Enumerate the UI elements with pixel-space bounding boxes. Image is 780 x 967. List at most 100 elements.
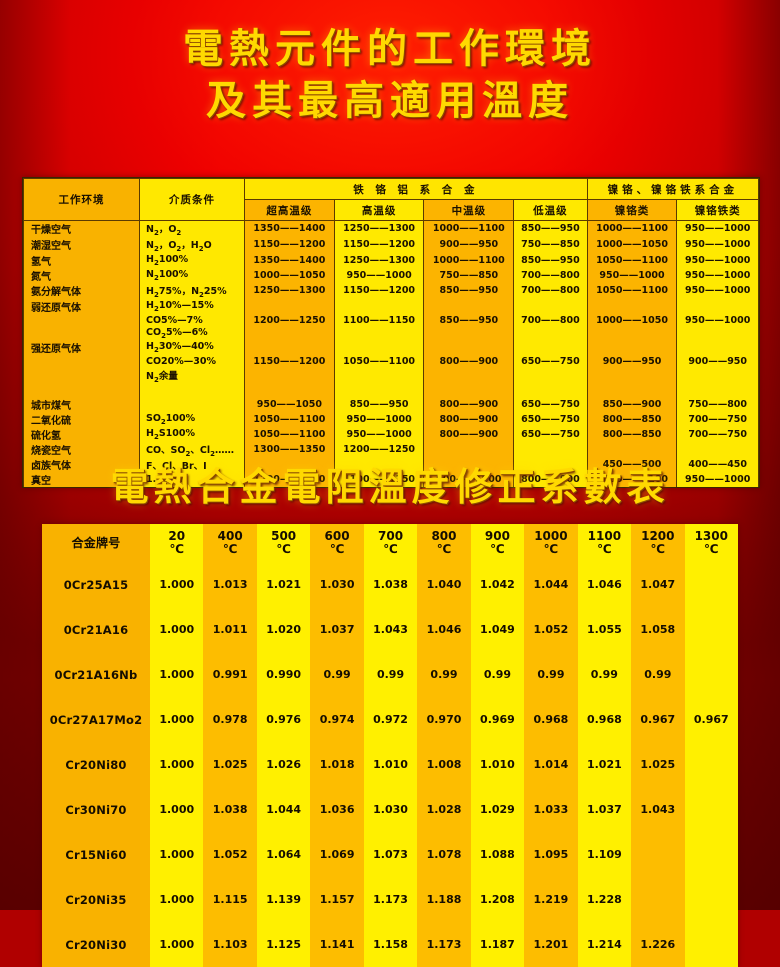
table-row: 0Cr25A15 1.000 1.013 1.021 1.030 1.038 1.040 1.… bbox=[42, 562, 738, 607]
cell-temp-range: 650——750 bbox=[513, 426, 588, 442]
table-row: 潮湿空气 N2，O2，H2O 1150——1200 1150——1200 900——95… bbox=[23, 236, 759, 253]
cell-temp-range: 1250——1300 bbox=[333, 220, 425, 237]
cell-correction-factor bbox=[684, 832, 738, 877]
cell-temp-range bbox=[423, 441, 515, 458]
cell-temp-range bbox=[586, 383, 678, 397]
cell-temp-range bbox=[513, 441, 588, 458]
cell-temp-range bbox=[676, 339, 759, 355]
table1-body: 干燥空气 N2，O2 1350——1400 1250——1300 1000——1100 8… bbox=[23, 220, 759, 488]
cell-correction-factor: 1.173 bbox=[363, 877, 418, 922]
cell-correction-factor bbox=[631, 877, 685, 922]
cell-temp-range bbox=[676, 441, 759, 458]
cell-correction-factor bbox=[684, 742, 738, 787]
cell-correction-factor: 0.978 bbox=[203, 697, 257, 742]
cell-alloy-brand: Cr20Ni80 bbox=[42, 742, 150, 787]
cell-correction-factor: 0.974 bbox=[310, 697, 364, 742]
cell-correction-factor: 1.044 bbox=[524, 562, 578, 607]
cell-temp-range bbox=[333, 383, 425, 397]
cell-temp-range bbox=[423, 383, 515, 397]
cell-correction-factor bbox=[631, 832, 685, 877]
cell-correction-factor: 1.088 bbox=[470, 832, 525, 877]
working-environment-table: 工作环境 介质条件 铁 铬 铝 系 合 金 镍铬、镍铬铁系合金 超高温级 高温级… bbox=[22, 177, 760, 489]
cell-correction-factor bbox=[684, 787, 738, 832]
cell-condition: F、Cl、Br、I bbox=[139, 457, 245, 473]
cell-temp-range: 1200——1250 bbox=[333, 441, 425, 458]
cell-correction-factor: 0.99 bbox=[631, 652, 685, 697]
th-temperature-1300: 1300 ℃ bbox=[684, 524, 738, 562]
cell-alloy-brand: 0Cr21A16Nb bbox=[42, 652, 150, 697]
cell-temp-range bbox=[513, 339, 588, 355]
table-row: 城市煤气 950——1050 850——950 800——900 650——750 850… bbox=[23, 396, 759, 412]
cell-correction-factor bbox=[684, 562, 738, 607]
cell-environment: 强还原气体 bbox=[23, 339, 140, 355]
cell-temp-range: 1000——1050 bbox=[586, 313, 678, 327]
cell-alloy-brand: 0Cr27A17Mo2 bbox=[42, 697, 150, 742]
cell-correction-factor: 1.021 bbox=[577, 742, 632, 787]
cell-correction-factor bbox=[684, 877, 738, 922]
cell-condition: CO5%—7% bbox=[139, 313, 245, 327]
cell-temp-range: 700——750 bbox=[676, 411, 759, 427]
cell-correction-factor: 0.972 bbox=[363, 697, 418, 742]
table-row: 强还原气体 H230%—40% bbox=[23, 339, 759, 355]
cell-temp-range: 650——750 bbox=[513, 396, 588, 412]
cell-correction-factor: 0.967 bbox=[631, 697, 685, 742]
cell-condition: N2余量 bbox=[139, 367, 245, 384]
cell-temp-range: 800——900 bbox=[423, 396, 515, 412]
cell-temp-range: 950——1000 bbox=[676, 220, 759, 237]
cell-correction-factor: 1.058 bbox=[631, 607, 685, 652]
cell-correction-factor: 0.99 bbox=[417, 652, 471, 697]
cell-correction-factor: 0.99 bbox=[577, 652, 632, 697]
cell-correction-factor: 1.013 bbox=[203, 562, 257, 607]
cell-temp-range bbox=[676, 383, 759, 397]
cell-correction-factor: 1.029 bbox=[470, 787, 525, 832]
cell-temp-range: 950——1000 bbox=[676, 472, 759, 488]
cell-condition: CO、SO2、Cl2…… bbox=[139, 441, 245, 458]
cell-correction-factor: 1.157 bbox=[310, 877, 364, 922]
cell-correction-factor: 1.000 bbox=[150, 607, 204, 652]
cell-alloy-brand: Cr15Ni60 bbox=[42, 832, 150, 877]
cell-temp-range: 900——1000 bbox=[423, 472, 515, 488]
cell-temp-range bbox=[333, 326, 425, 340]
cell-temp-range: 750——800 bbox=[676, 396, 759, 412]
cell-temp-range: 950——1000 bbox=[676, 313, 759, 327]
cell-temp-range: 950——1000 bbox=[676, 252, 759, 268]
cell-correction-factor: 1.141 bbox=[310, 922, 364, 967]
cell-temp-range: 1150——1200 bbox=[333, 236, 425, 253]
cell-condition: 1.33Pa bbox=[139, 472, 245, 488]
th-sub-0: 超高温级 bbox=[244, 199, 335, 221]
cell-correction-factor: 1.011 bbox=[203, 607, 257, 652]
resistance-correction-table: 合金牌号 20 ℃ 400 ℃ 500 ℃ 600 ℃ 700 ℃ 800 ℃ 900 ℃ 1000 ℃ 1100… bbox=[42, 524, 738, 967]
cell-correction-factor: 1.000 bbox=[150, 652, 204, 697]
cell-temp-range: 900——950 bbox=[676, 354, 759, 368]
cell-temp-range bbox=[676, 298, 759, 314]
cell-temp-range: 1300——1350 bbox=[244, 441, 335, 458]
cell-temp-range: 1350——1400 bbox=[244, 252, 335, 268]
cell-correction-factor: 1.103 bbox=[203, 922, 257, 967]
cell-correction-factor: 1.000 bbox=[150, 562, 204, 607]
cell-temp-range bbox=[676, 326, 759, 340]
table-row: 硫化氢 H2S100% 1050——1100 950——1000 800——900 650… bbox=[23, 426, 759, 442]
cell-temp-range: 700——800 bbox=[513, 267, 588, 283]
cell-correction-factor: 0.967 bbox=[684, 697, 738, 742]
table-row: 弱还原气体 H210%—15% bbox=[23, 298, 759, 314]
table2-body: 0Cr25A15 1.000 1.013 1.021 1.030 1.038 1.040 1.… bbox=[42, 562, 738, 967]
table-row: 干燥空气 N2，O2 1350——1400 1250——1300 1000——1100 8… bbox=[23, 220, 759, 237]
cell-correction-factor: 0.969 bbox=[470, 697, 525, 742]
cell-temp-range: 850——950 bbox=[513, 220, 588, 237]
cell-temp-range: 1000——1050 bbox=[586, 236, 678, 253]
cell-condition: SO2100% bbox=[139, 411, 245, 427]
cell-temp-range bbox=[244, 298, 335, 314]
cell-temp-range: 850——950 bbox=[423, 313, 515, 327]
cell-alloy-brand: 0Cr21A16 bbox=[42, 607, 150, 652]
cell-environment: 氮气 bbox=[23, 267, 140, 283]
table-row: Cr30Ni70 1.000 1.038 1.044 1.036 1.030 1.028 1.… bbox=[42, 787, 738, 832]
cell-environment: 氨分解气体 bbox=[23, 282, 140, 299]
cell-temp-range bbox=[333, 298, 425, 314]
th-sub-2: 中温级 bbox=[423, 199, 515, 221]
cell-correction-factor: 1.044 bbox=[256, 787, 311, 832]
cell-temp-range: 1200——1250 bbox=[244, 313, 335, 327]
cell-correction-factor: 1.038 bbox=[363, 562, 418, 607]
cell-condition: H230%—40% bbox=[139, 339, 245, 355]
cell-temp-range: 750——850 bbox=[513, 236, 588, 253]
cell-correction-factor: 1.046 bbox=[417, 607, 471, 652]
